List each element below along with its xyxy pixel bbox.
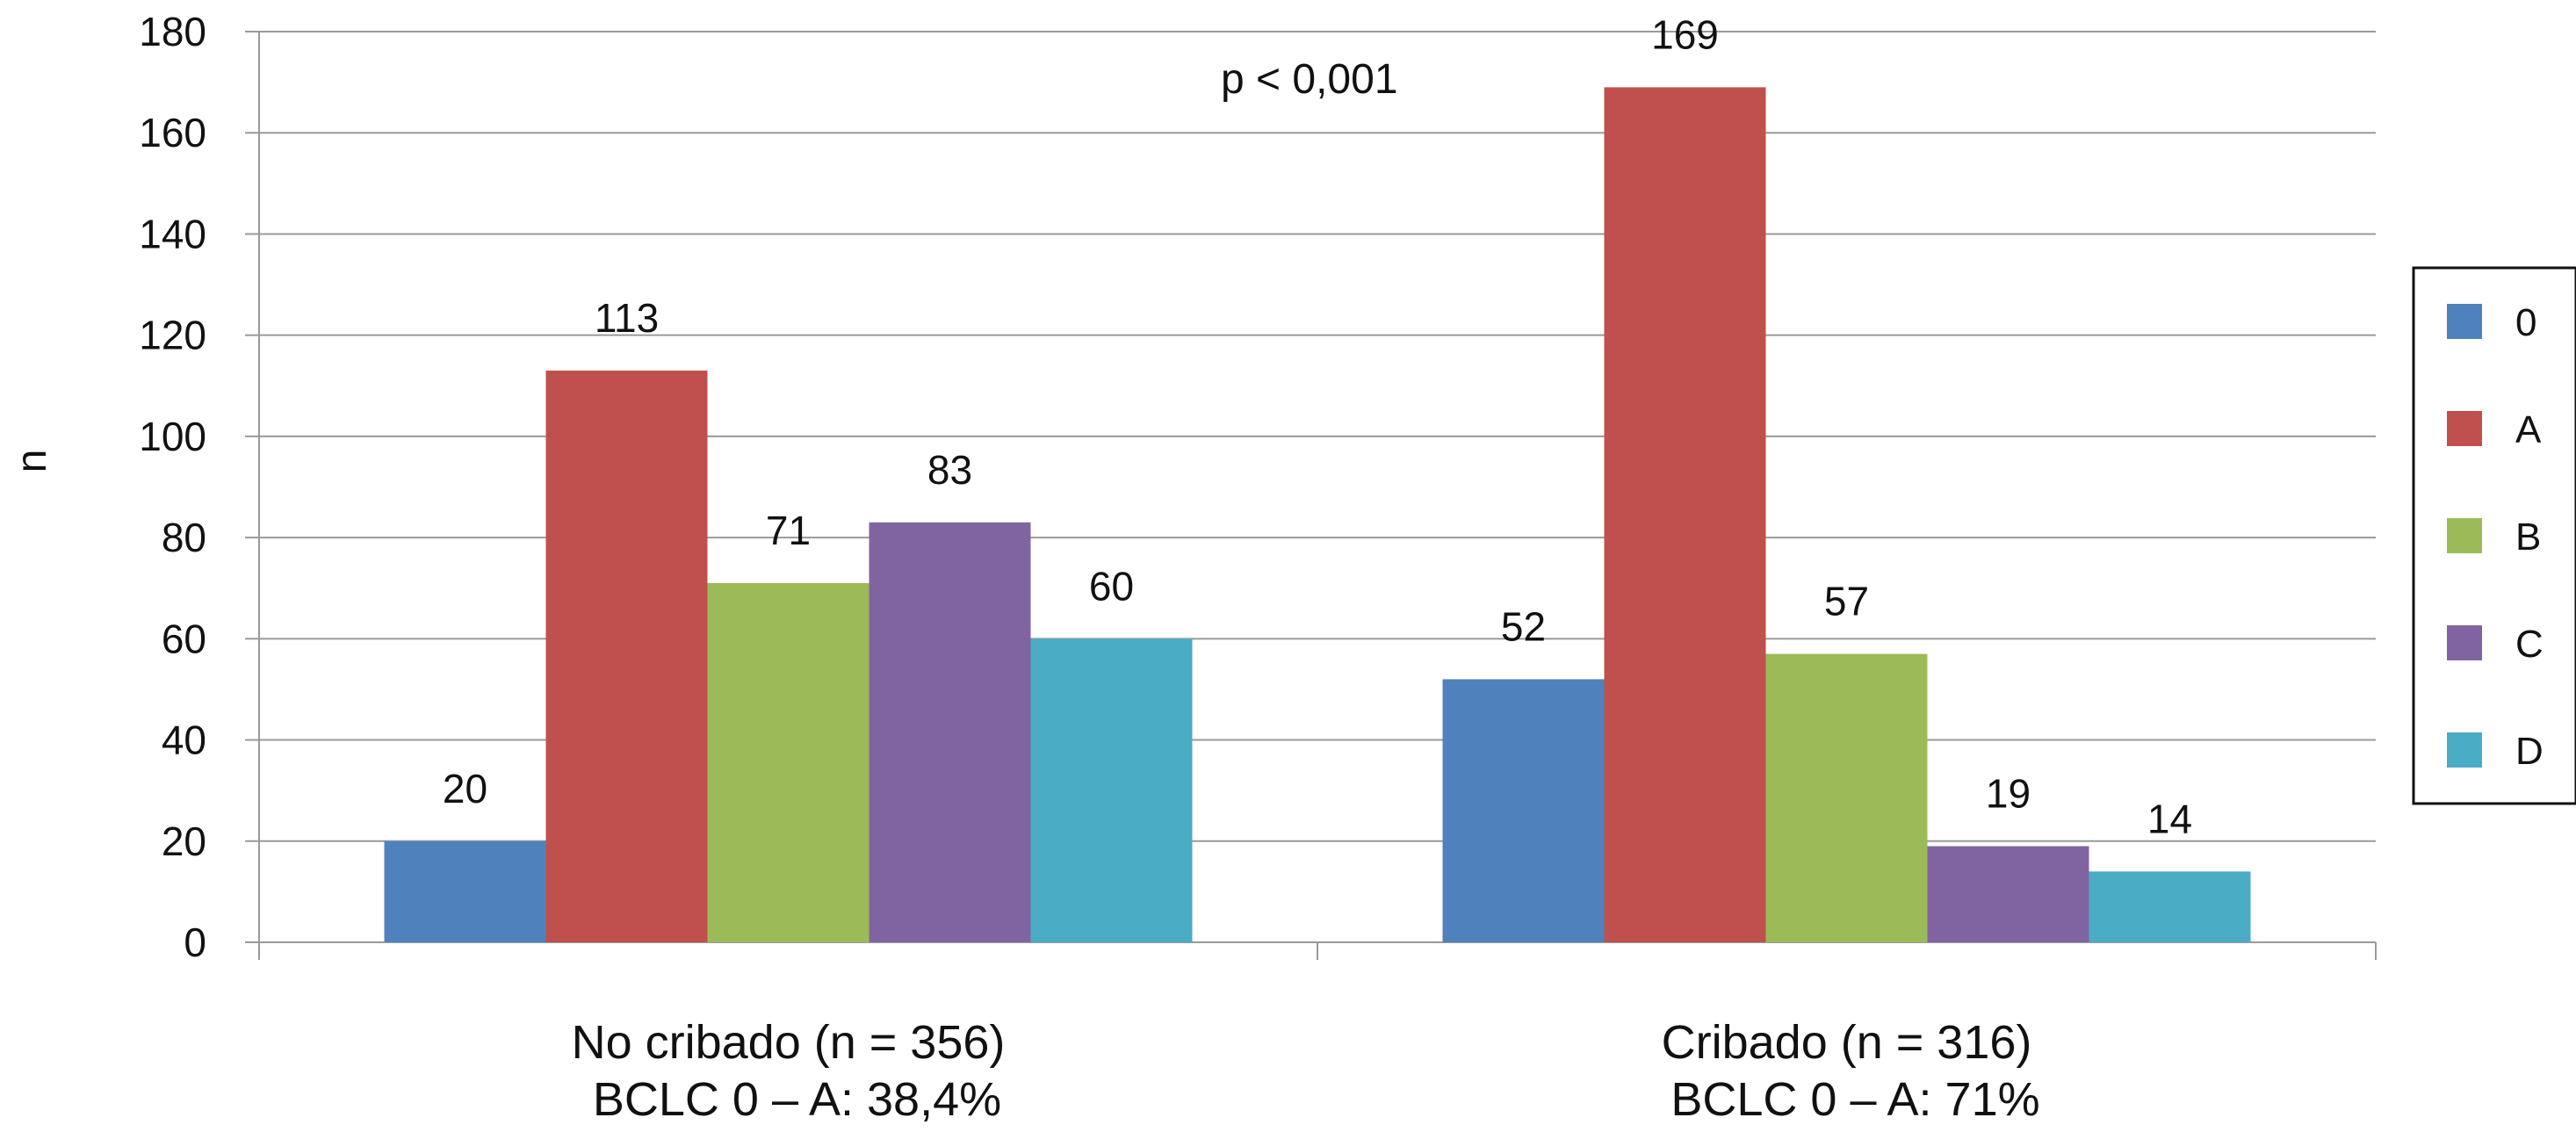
y-tick-label: 120	[139, 313, 206, 358]
bar-d-1	[1030, 638, 1193, 942]
y-tick-label: 80	[162, 515, 206, 560]
y-tick-label: 20	[162, 818, 206, 864]
legend-swatch	[2447, 732, 2482, 768]
legend-label: 0	[2515, 301, 2536, 344]
bar-d-2	[2089, 871, 2251, 942]
bar-b-1	[707, 582, 869, 942]
legend-label: B	[2515, 516, 2541, 559]
data-label: 71	[766, 508, 811, 553]
data-label: 14	[2147, 796, 2192, 841]
bar-c-2	[1927, 846, 2089, 942]
y-tick-label: 180	[139, 9, 206, 54]
data-label: 19	[1986, 771, 2031, 817]
legend-label: A	[2515, 408, 2542, 451]
data-label: 57	[1824, 579, 1869, 624]
data-label: 113	[595, 295, 659, 341]
legend: 0 A B C D	[2412, 266, 2576, 805]
y-tick-label: 40	[162, 717, 206, 763]
data-label: 83	[927, 447, 972, 493]
legend-swatch	[2447, 304, 2482, 339]
category-sublabel: BCLC 0 – A: 38,4%	[593, 1073, 1001, 1126]
axes: 0 20 40 60 80 100 120 140 160 180 No cribado (n = …	[139, 9, 2377, 1126]
y-tick-label: 0	[184, 919, 206, 965]
data-labels: 20 113 71 83 60 52 169 57 19 14	[443, 11, 2192, 841]
data-label: 52	[1501, 603, 1546, 649]
legend-label: C	[2515, 623, 2544, 666]
bar-a-1	[545, 370, 708, 942]
y-tick-label: 100	[139, 414, 206, 459]
legend-items: 0 A B C D	[2447, 301, 2544, 773]
legend-box	[2412, 266, 2576, 805]
bar-c-1	[869, 522, 1031, 942]
legend-swatch	[2447, 625, 2482, 660]
bar-b-2	[1765, 653, 1928, 942]
category-label: No cribado (n = 356)	[572, 1016, 1006, 1069]
category-sublabel: BCLC 0 – A: 71%	[1670, 1073, 2039, 1126]
data-label: 60	[1089, 563, 1134, 609]
y-tick-label: 160	[139, 110, 206, 155]
p-value-annotation: p < 0,001	[1221, 56, 1398, 103]
legend-label: D	[2515, 730, 2544, 773]
data-label: 20	[443, 766, 487, 811]
data-label: 169	[1651, 11, 1719, 57]
y-axis-title: n	[9, 450, 55, 473]
bar-0-1	[384, 840, 546, 942]
bars	[384, 87, 2251, 943]
category-label: Cribado (n = 316)	[1662, 1016, 2032, 1069]
legend-swatch	[2447, 518, 2482, 553]
y-tick-label: 140	[139, 211, 206, 256]
bar-a-2	[1604, 87, 1766, 943]
y-tick-label: 60	[162, 616, 206, 661]
legend-swatch	[2447, 411, 2482, 446]
bar-0-2	[1442, 679, 1605, 942]
